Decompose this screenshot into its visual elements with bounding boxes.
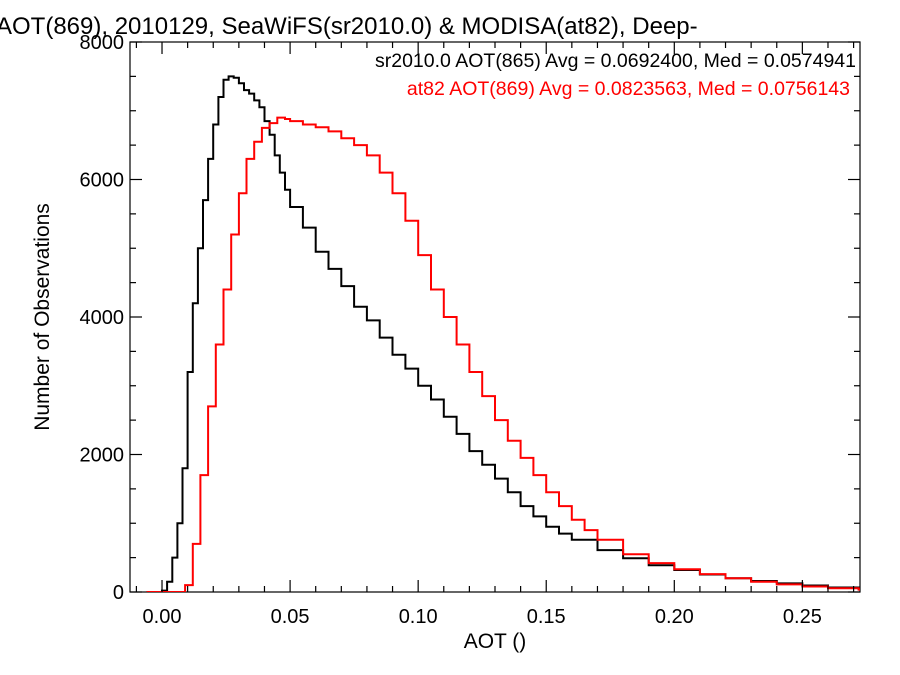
x-tick-label: 0.25 — [783, 606, 822, 628]
y-axis-title: Number of Observations — [31, 203, 54, 431]
legend-entry-sr2010: sr2010.0 AOT(865) Avg = 0.0692400, Med =… — [375, 50, 856, 72]
plot-area: 0.00 0.05 0.10 0.15 0.20 0.25 0 2000 4000 6000 800… — [80, 32, 861, 628]
x-tick-label: 0.05 — [271, 606, 310, 628]
tick-layer: 0.00 0.05 0.10 0.15 0.20 0.25 0 2000 4000 6000 800… — [80, 32, 860, 628]
y-tick-label: 0 — [113, 582, 124, 604]
series-line-at82 — [146, 116, 860, 592]
y-tick-label: 8000 — [80, 32, 125, 54]
y-tick-label: 6000 — [80, 170, 125, 192]
y-tick-label: 2000 — [80, 445, 125, 467]
series-layer — [146, 75, 860, 592]
y-tick-label: 4000 — [80, 307, 125, 329]
legend-entry-at82: at82 AOT(869) Avg = 0.0823563, Med = 0.0… — [407, 78, 850, 100]
legend: sr2010.0 AOT(865) Avg = 0.0692400, Med =… — [375, 50, 856, 100]
plot-frame — [129, 41, 861, 593]
x-axis-title: AOT () — [464, 630, 527, 653]
chart-title: AOT(869), 2010129, SeaWiFS(sr2010.0) & M… — [0, 13, 698, 40]
x-tick-label: 0.10 — [399, 606, 438, 628]
x-tick-label: 0.20 — [655, 606, 694, 628]
x-tick-label: 0.00 — [143, 606, 182, 628]
x-tick-label: 0.15 — [527, 606, 566, 628]
